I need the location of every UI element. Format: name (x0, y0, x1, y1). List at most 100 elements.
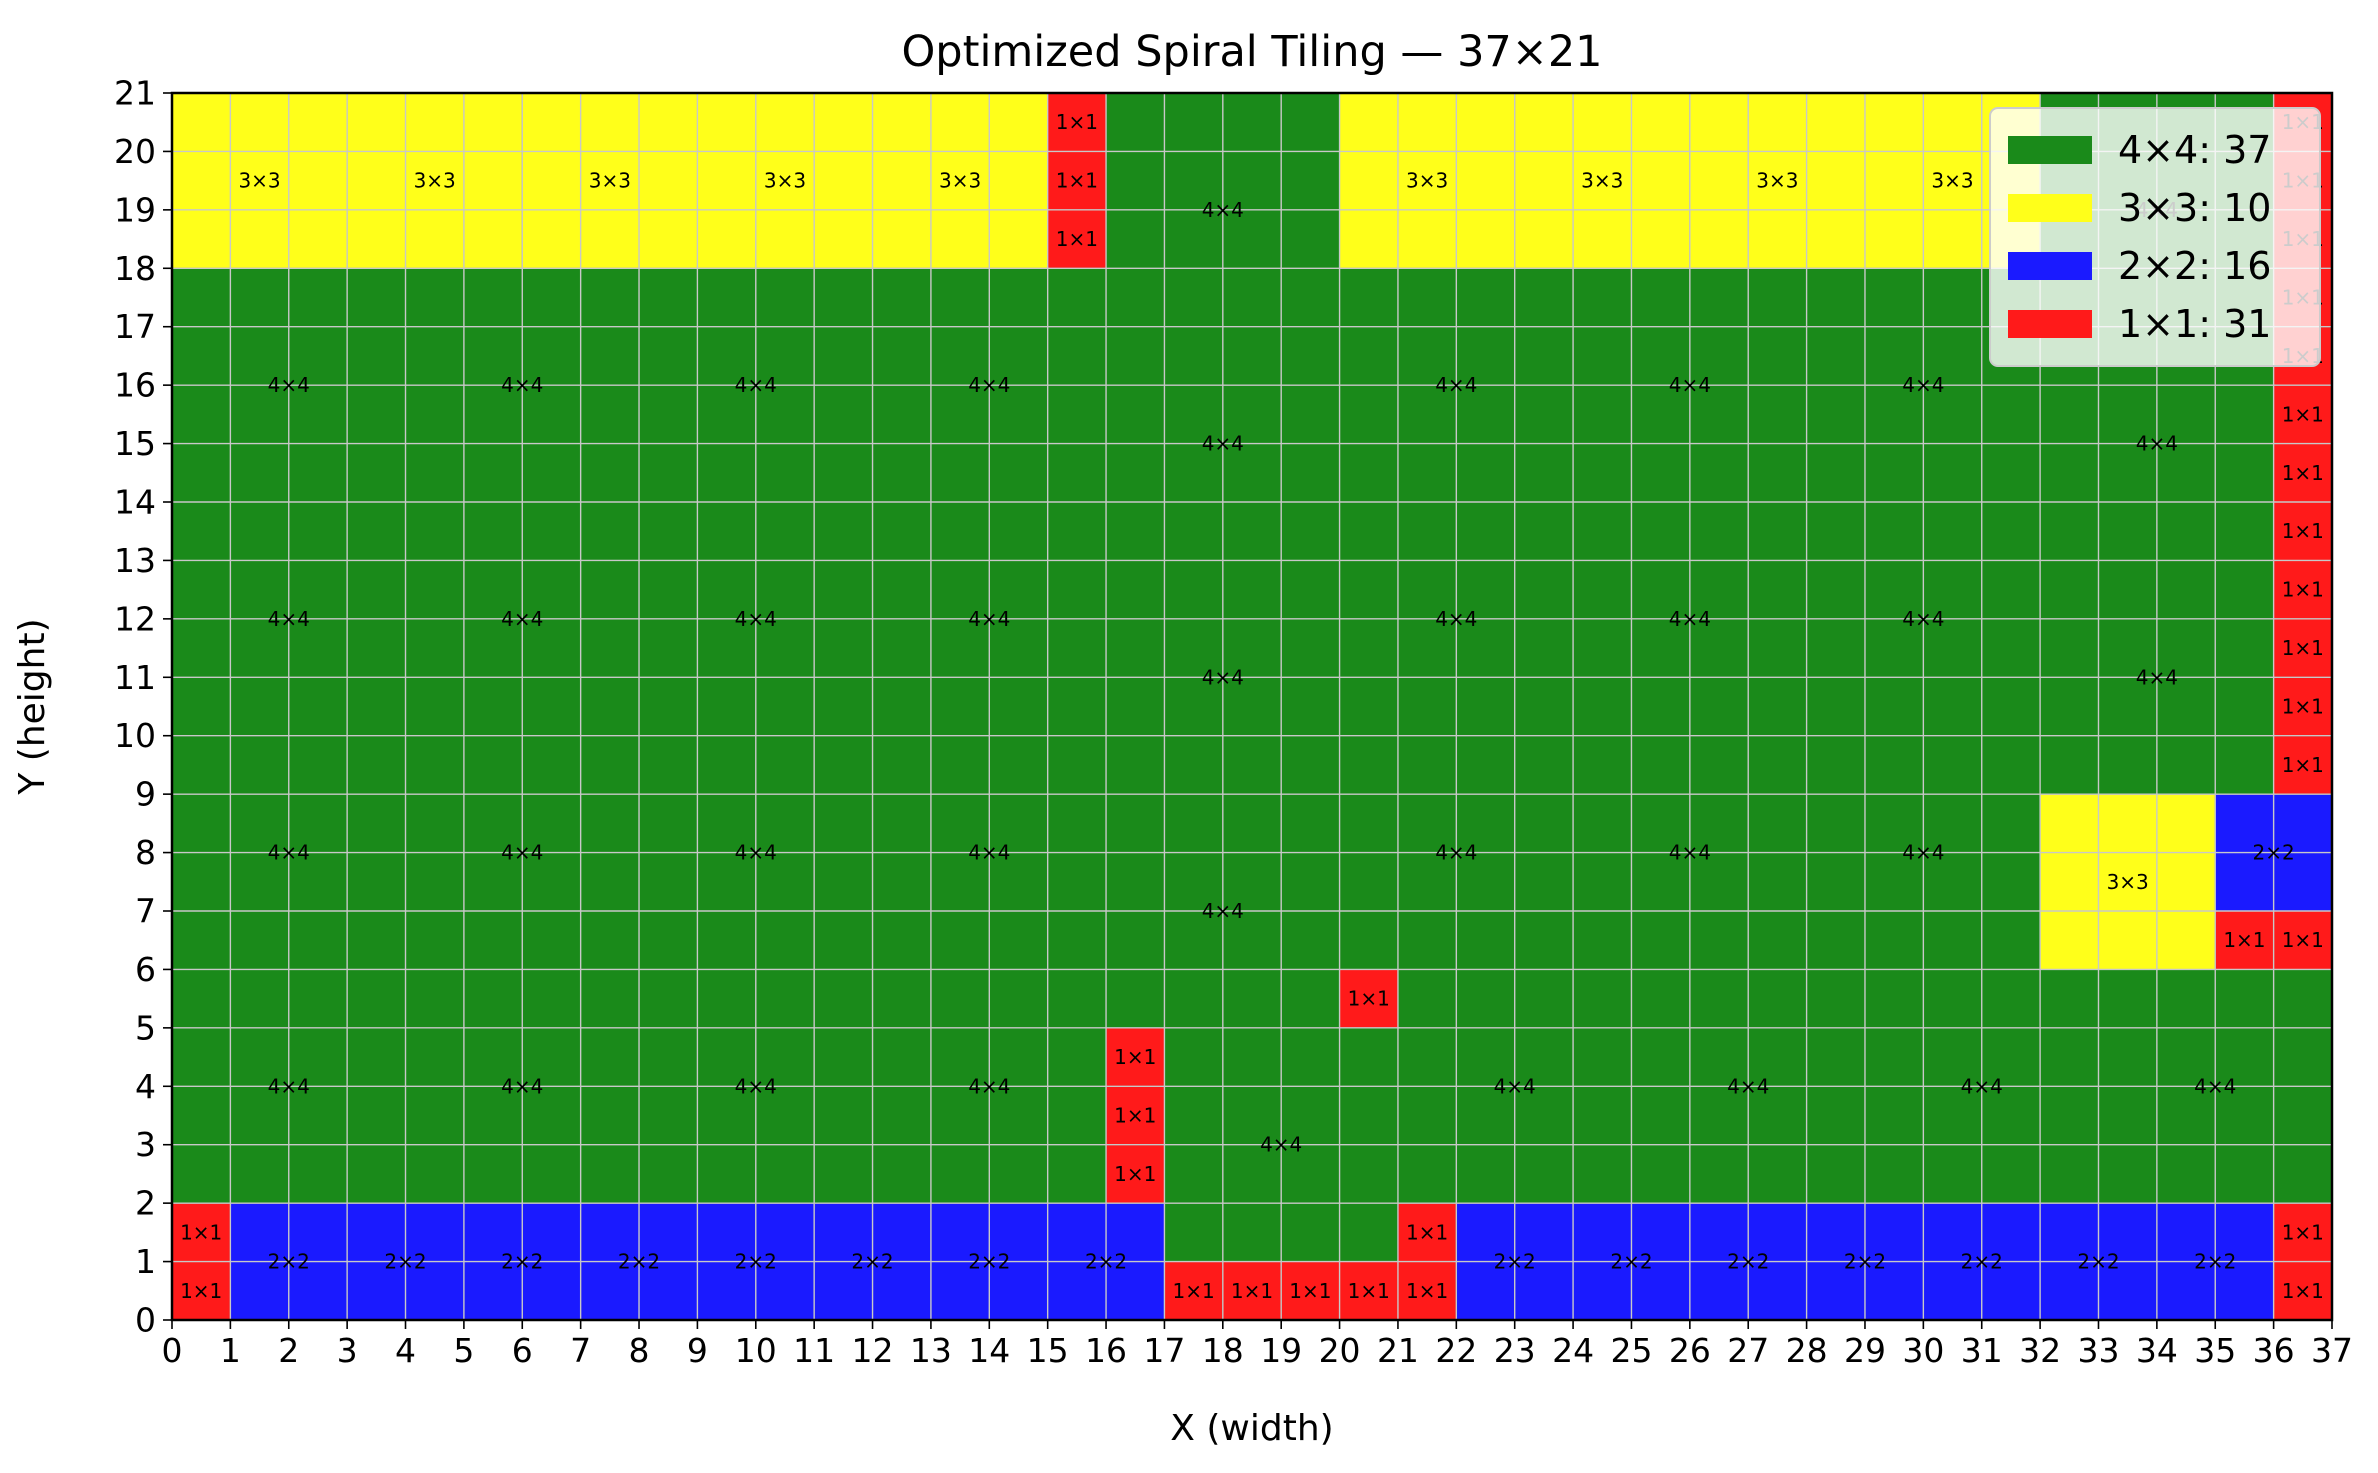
tile-label: 1×1 (2282, 695, 2324, 719)
tile-label: 4×4 (1435, 607, 1477, 631)
x-tick-label: 36 (2253, 1331, 2295, 1370)
tile-label: 3×3 (1406, 169, 1448, 193)
tile-label: 4×4 (2194, 1074, 2236, 1098)
y-tick-label: 9 (135, 775, 156, 814)
tile-label: 1×1 (2282, 461, 2324, 485)
x-tick-label: 18 (1202, 1331, 1244, 1370)
tile-label: 2×2 (2194, 1250, 2236, 1274)
x-tick-label: 31 (1961, 1331, 2003, 1370)
tile-3x3-91 (1514, 92, 1691, 269)
tile-label: 1×1 (2282, 1220, 2324, 1244)
tile-label: 4×4 (268, 841, 310, 865)
tile-label: 1×1 (2282, 578, 2324, 602)
x-tick-label: 6 (512, 1331, 533, 1370)
x-tick-label: 16 (1085, 1331, 1127, 1370)
x-tick-label: 2 (278, 1331, 299, 1370)
x-tick-label: 23 (1494, 1331, 1536, 1370)
x-tick-label: 29 (1844, 1331, 1886, 1370)
x-tick-label: 13 (910, 1331, 952, 1370)
y-tick-label: 4 (135, 1067, 156, 1106)
tile-label: 1×1 (1289, 1279, 1331, 1303)
tile-label: 4×4 (1669, 373, 1711, 397)
tile-label: 2×2 (968, 1250, 1010, 1274)
tile-label: 4×4 (1202, 432, 1244, 456)
y-tick-label: 18 (114, 249, 156, 288)
legend-entry: 1×1: 31 (2118, 302, 2271, 346)
y-tick-label: 6 (135, 950, 156, 989)
x-axis-label: X (width) (1170, 1408, 1333, 1449)
tile-label: 4×4 (1902, 373, 1944, 397)
tile-1x1-88 (1047, 151, 1107, 211)
tile-label: 2×2 (851, 1250, 893, 1274)
tile-label: 4×4 (501, 373, 543, 397)
x-tick-label: 25 (1610, 1331, 1652, 1370)
tile-label: 1×1 (1114, 1162, 1156, 1186)
legend-swatch (2008, 310, 2092, 338)
x-tick-label: 27 (1727, 1331, 1769, 1370)
tile-label: 4×4 (968, 841, 1010, 865)
y-tick-label: 3 (135, 1125, 156, 1164)
tile-label: 3×3 (1581, 169, 1623, 193)
tile-label: 1×1 (1056, 169, 1098, 193)
tile-1x1-75 (2273, 443, 2333, 503)
legend-swatch (2008, 252, 2092, 280)
tile-label: 2×2 (1494, 1250, 1536, 1274)
tile-3x3-85 (697, 92, 873, 269)
legend-swatch (2008, 136, 2092, 164)
y-tick-label: 5 (135, 1008, 156, 1047)
tile-label: 3×3 (939, 169, 981, 193)
tile-label: 1×1 (180, 1279, 222, 1303)
tile-label: 4×4 (1961, 1074, 2003, 1098)
tile-1x1-39 (2273, 910, 2333, 970)
y-tick-label: 17 (114, 307, 156, 346)
tile-label: 2×2 (384, 1250, 426, 1274)
legend-swatch (2008, 194, 2092, 222)
plot-frame (170, 91, 2334, 1322)
tile-label: 4×4 (735, 373, 777, 397)
tile-label: 4×4 (2136, 665, 2178, 689)
tile-label: 4×4 (501, 841, 543, 865)
tile-label: 3×3 (589, 169, 631, 193)
tile-1x1-0 (171, 1261, 231, 1321)
x-tick-label: 30 (1902, 1331, 1944, 1370)
tile-label: 4×4 (1727, 1074, 1769, 1098)
tile-label: 2×2 (1610, 1250, 1652, 1274)
tile-label: 2×2 (1085, 1250, 1127, 1274)
tile-3x3-83 (346, 92, 523, 269)
chart-title: Optimized Spiral Tiling — 37×21 (901, 27, 1602, 77)
tile-label: 4×4 (1202, 198, 1244, 222)
x-tick-label: 28 (1786, 1331, 1828, 1370)
tile-label: 1×1 (2282, 1279, 2324, 1303)
tile-1x1-24 (2273, 1202, 2333, 1262)
tile-label: 4×4 (268, 607, 310, 631)
tile-label: 1×1 (1348, 987, 1390, 1011)
tile-label: 2×2 (735, 1250, 777, 1274)
x-tick-label: 4 (395, 1331, 416, 1370)
x-tick-label: 14 (968, 1331, 1010, 1370)
tile-label: 4×4 (968, 607, 1010, 631)
y-tick-label: 16 (114, 366, 156, 405)
tile-label: 4×4 (968, 1074, 1010, 1098)
tile-label: 1×1 (180, 1220, 222, 1244)
tile-label: 4×4 (501, 1074, 543, 1098)
tile-label: 2×2 (1844, 1250, 1886, 1274)
tile-1x1-76 (2273, 384, 2333, 444)
tile-1x1-11 (1222, 1261, 1282, 1321)
tile-label: 2×2 (268, 1250, 310, 1274)
tile-label: 1×1 (2282, 636, 2324, 660)
tile-label: 2×2 (2077, 1250, 2119, 1274)
tile-label: 4×4 (501, 607, 543, 631)
y-tick-label: 2 (135, 1184, 156, 1223)
x-tick-label: 5 (453, 1331, 474, 1370)
tile-label: 4×4 (1202, 665, 1244, 689)
tile-label: 1×1 (1348, 1279, 1390, 1303)
x-tick-label: 15 (1027, 1331, 1069, 1370)
x-tick-label: 34 (2136, 1331, 2178, 1370)
x-tick-label: 37 (2311, 1331, 2353, 1370)
y-tick-label: 20 (114, 132, 156, 171)
y-tick-label: 10 (114, 716, 156, 755)
tile-label: 4×4 (1435, 373, 1477, 397)
tile-label: 1×1 (1056, 227, 1098, 251)
tile-label: 1×1 (2282, 928, 2324, 952)
tile-label: 4×4 (1669, 607, 1711, 631)
